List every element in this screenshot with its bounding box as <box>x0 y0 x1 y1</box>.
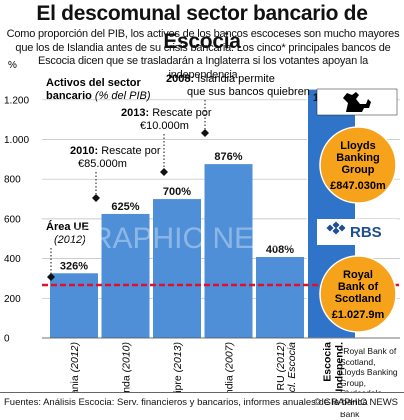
bar <box>101 213 150 338</box>
x-tick-label: Irlanda (2010) <box>121 342 133 392</box>
bank-name: Scotland <box>335 293 381 305</box>
bank-assets: £847.030m <box>330 180 386 192</box>
horse-logo-icon <box>343 92 371 112</box>
bar-chart: 0 200 400 600 800 1.000 1.200% Activos del sect… <box>4 60 400 392</box>
annotation-marker <box>47 273 55 281</box>
annotation-text: que sus bancos quiebren <box>187 86 310 98</box>
panel-title-line2: bancario (% del PIB) <box>46 90 151 102</box>
rbs-logo-icon <box>332 227 340 235</box>
annotation-text: €85.000m <box>78 158 127 170</box>
x-tick-label: RU (2012) <box>275 342 287 390</box>
x-tick-label-extra: Independ. <box>334 342 346 392</box>
bar <box>153 199 201 338</box>
watermark: GRAPHIC NEWS <box>67 222 302 255</box>
rbs-logo-text: RBS <box>350 224 382 241</box>
annotation-text: Área UE <box>46 220 89 233</box>
bank-circle <box>319 255 397 333</box>
bank-name: Banking <box>336 152 379 164</box>
x-tick-label: Alemania (2012) <box>69 342 81 392</box>
y-tick-label: 800 <box>4 175 21 186</box>
y-tick-label: 1.000 <box>4 135 29 146</box>
credit-text: © GRAPHIC NEWS <box>313 397 398 408</box>
data-label: 700% <box>163 186 191 198</box>
chart-subtitle: Como proporción del PIB, los activos de … <box>6 28 400 81</box>
bank-circle <box>319 126 397 204</box>
bank-name: Group <box>342 164 375 176</box>
x-tick-label: Islandia (2007) <box>224 342 236 392</box>
source-text: Fuentes: Análisis Escocia: Serv. financi… <box>4 397 368 408</box>
annotation-marker <box>160 168 168 176</box>
bank-name: Royal <box>343 269 373 281</box>
bank-name: Lloyds <box>340 140 375 152</box>
data-label: 326% <box>60 260 88 272</box>
rbs-logo-icon <box>326 224 334 232</box>
chart-title: El descomunal sector bancario de Escocia <box>36 2 368 53</box>
y-tick-label: 1.200 <box>4 95 29 106</box>
annotation-text: (2012) <box>54 234 86 246</box>
y-tick-label: 400 <box>4 254 21 265</box>
rbs-logo-icon <box>332 221 340 229</box>
bar <box>256 257 304 338</box>
x-tick-label: Chipre (2013) <box>172 342 184 392</box>
y-tick-label: 200 <box>4 294 21 305</box>
annotation-marker <box>92 194 100 202</box>
rbs-logo-bg <box>317 219 397 245</box>
bar <box>50 273 98 338</box>
y-tick-label: 600 <box>4 214 21 225</box>
panel-title: Activos del sector <box>46 77 141 89</box>
bar <box>204 164 253 338</box>
annotation-marker <box>201 129 209 137</box>
annotation-text: 2010: Rescate por <box>70 145 161 157</box>
y-tick-label: 0 <box>4 334 10 345</box>
annotation-text: €10.000m <box>140 120 189 132</box>
annotation-text: 2008: Islandia permite <box>166 73 275 85</box>
data-label: 625% <box>111 201 139 213</box>
footer: Fuentes: Análisis Escocia: Serv. financi… <box>0 392 404 412</box>
rbs-logo-icon <box>338 224 346 232</box>
data-label: 876% <box>214 151 242 163</box>
bank-assets: £1.027.9m <box>332 309 385 321</box>
bank-name: Bank of <box>338 281 379 293</box>
data-label: 408% <box>266 244 294 256</box>
y-unit-label: % <box>8 60 17 71</box>
x-tick-label: Escocia <box>322 342 334 382</box>
x-tick-label-extra: excl. Escocia <box>286 342 298 392</box>
annotation-text: 2013: Rescate por <box>121 107 212 119</box>
